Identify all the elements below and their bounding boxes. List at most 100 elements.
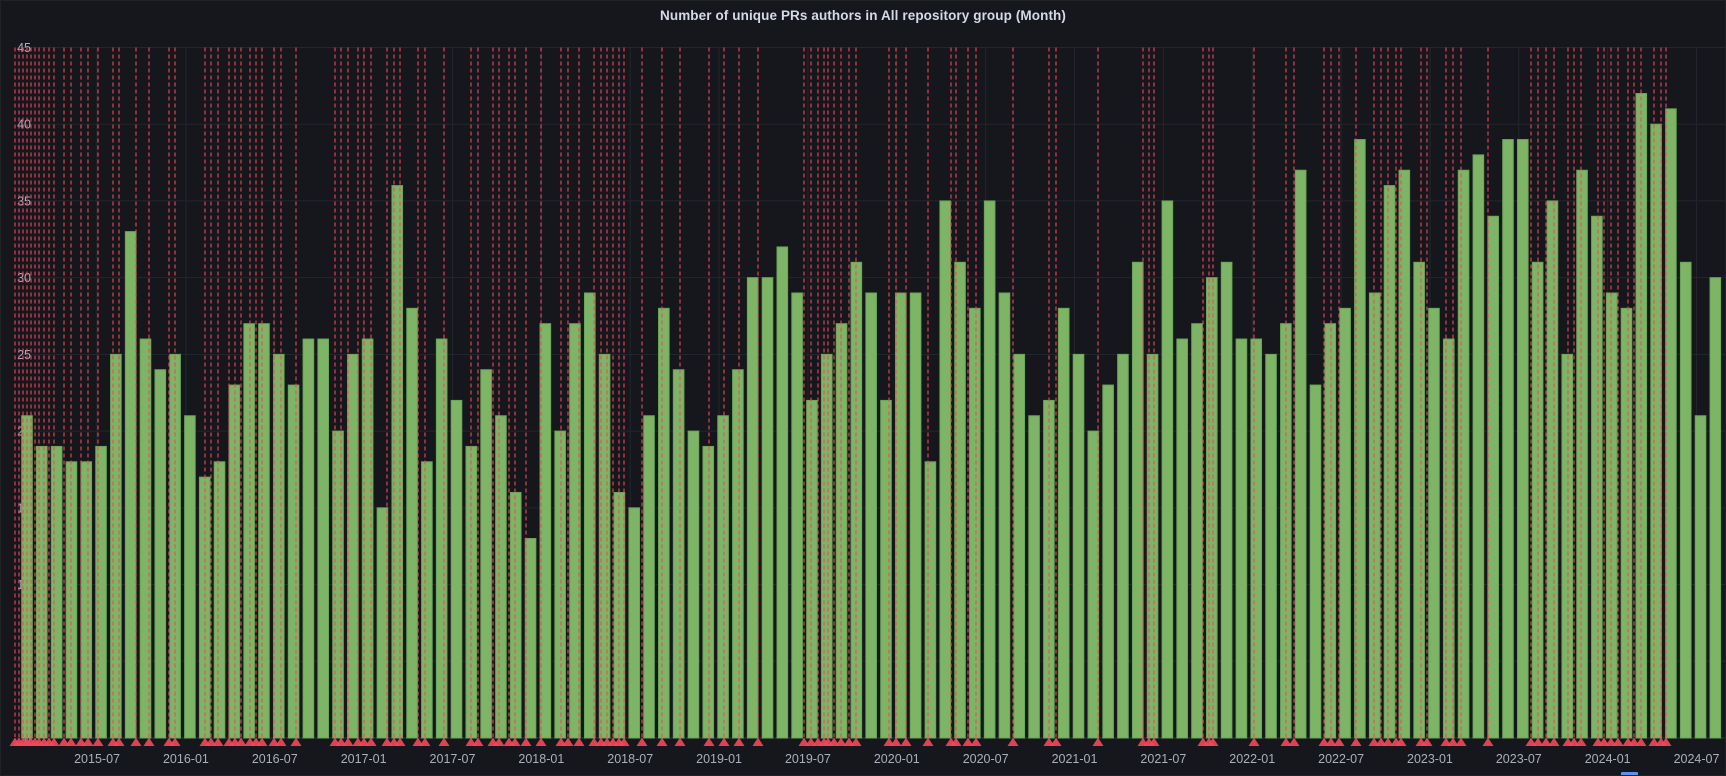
annotation-marker-icon[interactable] [1148, 737, 1160, 747]
annotation-marker-icon[interactable] [733, 737, 745, 747]
bar[interactable] [1131, 261, 1144, 739]
annotation-marker-icon[interactable] [850, 737, 862, 747]
bar[interactable] [421, 461, 433, 739]
bar[interactable] [1517, 139, 1529, 739]
bar[interactable] [1383, 185, 1396, 739]
bar[interactable] [1650, 123, 1662, 739]
bar[interactable] [302, 338, 315, 739]
annotation-marker-icon[interactable] [1043, 737, 1055, 747]
annotation-marker-icon[interactable] [636, 737, 648, 747]
bar[interactable] [746, 277, 759, 739]
annotation-marker-icon[interactable] [843, 737, 855, 747]
annotation-marker-icon[interactable] [962, 737, 974, 747]
bar[interactable] [1028, 415, 1040, 739]
annotation-marker-icon[interactable] [805, 737, 817, 747]
annotation-marker-icon[interactable] [1440, 737, 1452, 747]
bar[interactable] [1176, 338, 1188, 739]
bar[interactable] [998, 292, 1011, 739]
bar[interactable] [1102, 384, 1114, 739]
bar[interactable] [524, 538, 537, 739]
bar[interactable] [732, 369, 744, 739]
bar[interactable] [939, 200, 952, 739]
annotation-marker-icon[interactable] [1395, 737, 1407, 747]
annotation-marker-icon[interactable] [235, 737, 247, 747]
bar[interactable] [1206, 277, 1218, 739]
annotation-marker-icon[interactable] [82, 737, 94, 747]
bar[interactable] [1620, 307, 1633, 739]
annotation-marker-icon[interactable] [358, 737, 370, 747]
bar[interactable] [1368, 292, 1381, 739]
bar[interactable] [1072, 353, 1085, 739]
annotation-marker-icon[interactable] [890, 737, 902, 747]
bar[interactable] [658, 307, 670, 739]
bar[interactable] [213, 461, 226, 739]
bar[interactable] [1220, 261, 1233, 739]
bar[interactable] [865, 292, 877, 739]
bar[interactable] [1502, 139, 1514, 739]
annotation-marker-icon[interactable] [365, 737, 377, 747]
annotation-marker-icon[interactable] [1280, 737, 1292, 747]
bar[interactable] [1191, 323, 1203, 739]
annotation-marker-icon[interactable] [342, 737, 354, 747]
bar[interactable] [228, 384, 241, 739]
bar[interactable] [880, 399, 892, 739]
bar[interactable] [672, 369, 685, 739]
annotation-marker-icon[interactable] [900, 737, 912, 747]
annotation-marker-icon[interactable] [1455, 737, 1467, 747]
annotation-marker-icon[interactable] [1598, 737, 1610, 747]
annotation-marker-icon[interactable] [588, 737, 600, 747]
annotation-marker-icon[interactable] [419, 737, 431, 747]
annotation-marker-icon[interactable] [1660, 737, 1672, 747]
annotation-marker-icon[interactable] [1532, 737, 1544, 747]
annotation-marker-icon[interactable] [275, 737, 287, 747]
bar[interactable] [776, 246, 789, 739]
bar[interactable] [391, 185, 404, 739]
bar[interactable] [243, 323, 255, 739]
annotation-marker-icon[interactable] [555, 737, 567, 747]
annotation-marker-icon[interactable] [1092, 737, 1104, 747]
annotation-marker-icon[interactable] [169, 737, 181, 747]
annotation-marker-icon[interactable] [92, 737, 104, 747]
annotation-marker-icon[interactable] [835, 737, 847, 747]
annotation-marker-icon[interactable] [1421, 737, 1433, 747]
bar[interactable] [1146, 353, 1159, 739]
bar[interactable] [583, 292, 596, 739]
bar[interactable] [1561, 353, 1574, 739]
annotation-marker-icon[interactable] [212, 737, 224, 747]
bar[interactable] [95, 445, 107, 739]
bar[interactable] [36, 445, 48, 739]
bar[interactable] [1161, 200, 1174, 739]
annotation-marker-icon[interactable] [922, 737, 934, 747]
annotation-marker-icon[interactable] [268, 737, 280, 747]
bar[interactable] [820, 353, 833, 739]
bar[interactable] [1472, 154, 1485, 739]
annotation-marker-icon[interactable] [1447, 737, 1459, 747]
bar[interactable] [495, 415, 507, 739]
annotation-marker-icon[interactable] [562, 737, 574, 747]
annotation-marker-icon[interactable] [1350, 737, 1362, 747]
bar[interactable] [80, 461, 93, 739]
annotation-marker-icon[interactable] [130, 737, 142, 747]
bar[interactable] [1665, 108, 1677, 739]
bar[interactable] [702, 445, 715, 739]
annotation-marker-icon[interactable] [65, 737, 77, 747]
bar[interactable] [969, 307, 981, 739]
annotation-marker-icon[interactable] [1635, 737, 1647, 747]
bar[interactable] [569, 323, 581, 739]
annotation-marker-icon[interactable] [256, 737, 268, 747]
annotation-marker-icon[interactable] [1288, 737, 1300, 747]
bar[interactable] [1442, 338, 1455, 739]
bar[interactable] [509, 491, 522, 739]
annotation-marker-icon[interactable] [1525, 737, 1537, 747]
bar[interactable] [539, 323, 552, 739]
bar[interactable] [184, 415, 196, 739]
bar[interactable] [717, 415, 729, 739]
annotation-marker-icon[interactable] [703, 737, 715, 747]
annotation-marker-icon[interactable] [970, 737, 982, 747]
bar[interactable] [1457, 169, 1470, 739]
bar[interactable] [287, 384, 300, 739]
bar[interactable] [909, 292, 922, 739]
bar[interactable] [272, 353, 285, 739]
annotation-marker-icon[interactable] [618, 737, 630, 747]
